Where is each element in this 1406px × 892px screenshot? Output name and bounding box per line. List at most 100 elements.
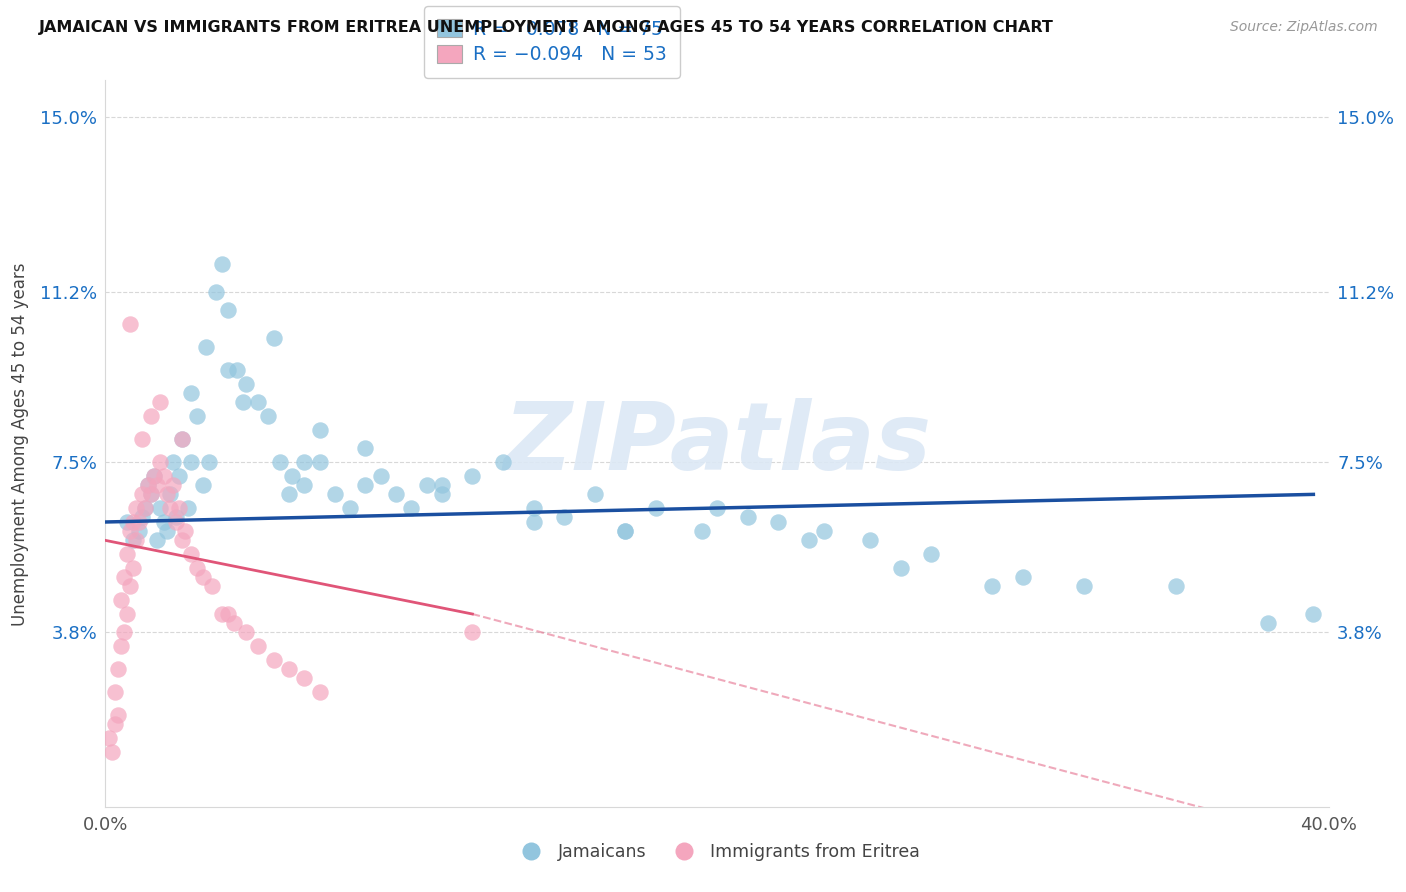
Point xyxy=(813,524,835,539)
Point xyxy=(614,524,637,539)
Point xyxy=(177,501,200,516)
Point xyxy=(269,455,291,469)
Point xyxy=(690,524,713,539)
Point xyxy=(222,616,245,631)
Point xyxy=(186,561,208,575)
Point xyxy=(155,487,177,501)
Point xyxy=(292,478,315,492)
Point xyxy=(110,639,132,653)
Text: JAMAICAN VS IMMIGRANTS FROM ERITREA UNEMPLOYMENT AMONG AGES 45 TO 54 YEARS CORRE: JAMAICAN VS IMMIGRANTS FROM ERITREA UNEM… xyxy=(39,20,1054,35)
Point xyxy=(247,639,270,653)
Point xyxy=(180,455,202,469)
Point xyxy=(180,547,202,561)
Point xyxy=(146,533,169,548)
Point xyxy=(136,478,159,492)
Point xyxy=(104,717,127,731)
Point xyxy=(118,579,141,593)
Point xyxy=(131,432,153,446)
Point xyxy=(115,547,138,561)
Point xyxy=(152,469,174,483)
Point xyxy=(1302,607,1324,621)
Point xyxy=(461,469,484,483)
Point xyxy=(292,455,315,469)
Point xyxy=(644,501,666,516)
Point xyxy=(201,579,224,593)
Point xyxy=(155,524,177,539)
Point xyxy=(226,363,249,377)
Point xyxy=(217,363,239,377)
Point xyxy=(263,331,285,345)
Point xyxy=(461,625,484,640)
Point xyxy=(112,625,135,640)
Point xyxy=(232,395,254,409)
Point xyxy=(198,455,221,469)
Point xyxy=(430,478,453,492)
Point xyxy=(492,455,515,469)
Point xyxy=(889,561,911,575)
Y-axis label: Unemployment Among Ages 45 to 54 years: Unemployment Among Ages 45 to 54 years xyxy=(11,262,30,625)
Point xyxy=(583,487,606,501)
Point xyxy=(143,469,166,483)
Point xyxy=(211,257,233,271)
Point xyxy=(204,285,226,299)
Point xyxy=(193,570,215,584)
Point xyxy=(211,607,233,621)
Point xyxy=(125,533,148,548)
Text: ZIPatlas: ZIPatlas xyxy=(503,398,931,490)
Point xyxy=(706,501,728,516)
Point xyxy=(131,487,153,501)
Point xyxy=(281,469,304,483)
Point xyxy=(134,501,156,516)
Point xyxy=(141,487,163,501)
Point xyxy=(167,501,190,516)
Point xyxy=(217,303,239,318)
Point xyxy=(162,455,184,469)
Point xyxy=(122,533,145,548)
Point xyxy=(263,653,285,667)
Point xyxy=(277,487,299,501)
Point xyxy=(339,501,361,516)
Point xyxy=(193,478,215,492)
Point xyxy=(115,607,138,621)
Point xyxy=(235,376,257,391)
Point xyxy=(308,423,330,437)
Point xyxy=(523,501,546,516)
Point xyxy=(141,409,163,424)
Point xyxy=(118,317,141,331)
Point xyxy=(354,442,377,456)
Point xyxy=(323,487,346,501)
Point xyxy=(981,579,1004,593)
Point xyxy=(170,533,193,548)
Point xyxy=(1256,616,1278,631)
Point xyxy=(125,501,148,516)
Point xyxy=(167,469,190,483)
Point xyxy=(370,469,392,483)
Point xyxy=(292,672,315,686)
Point xyxy=(149,395,172,409)
Point xyxy=(308,685,330,699)
Point xyxy=(122,515,145,529)
Point xyxy=(308,455,330,469)
Point xyxy=(920,547,942,561)
Point xyxy=(122,561,145,575)
Point xyxy=(165,510,187,524)
Point xyxy=(110,593,132,607)
Point xyxy=(1073,579,1095,593)
Point xyxy=(614,524,637,539)
Point xyxy=(797,533,820,548)
Point xyxy=(186,409,208,424)
Point xyxy=(134,501,156,516)
Point xyxy=(104,685,127,699)
Point xyxy=(354,478,377,492)
Point xyxy=(217,607,239,621)
Legend: Jamaicans, Immigrants from Eritrea: Jamaicans, Immigrants from Eritrea xyxy=(508,836,927,868)
Point xyxy=(162,478,184,492)
Point xyxy=(277,662,299,676)
Point xyxy=(859,533,882,548)
Point xyxy=(174,524,197,539)
Point xyxy=(115,515,138,529)
Text: Source: ZipAtlas.com: Source: ZipAtlas.com xyxy=(1230,20,1378,34)
Point xyxy=(256,409,278,424)
Point xyxy=(159,501,181,516)
Point xyxy=(128,515,150,529)
